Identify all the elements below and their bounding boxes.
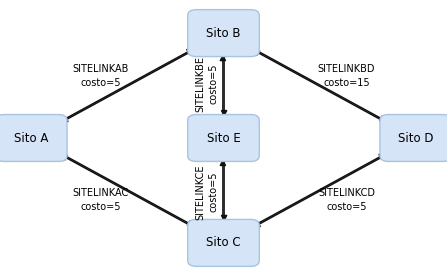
Text: SITELINKCE
costo=5: SITELINKCE costo=5	[195, 164, 218, 220]
Text: Sito A: Sito A	[14, 131, 48, 145]
Text: SITELINKBD
costo=15: SITELINKBD costo=15	[318, 64, 375, 87]
Text: SITELINKAC
costo=5: SITELINKAC costo=5	[72, 189, 129, 212]
Text: Sito D: Sito D	[398, 131, 434, 145]
Text: SITELINKBE
costo=5: SITELINKBE costo=5	[195, 56, 218, 112]
Text: Sito C: Sito C	[206, 236, 241, 250]
Text: SITELINKAB
costo=5: SITELINKAB costo=5	[72, 64, 129, 87]
FancyBboxPatch shape	[188, 219, 259, 266]
FancyBboxPatch shape	[380, 115, 447, 161]
FancyBboxPatch shape	[188, 10, 259, 57]
FancyBboxPatch shape	[188, 115, 259, 161]
Text: Sito E: Sito E	[207, 131, 240, 145]
Text: SITELINKCD
costo=5: SITELINKCD costo=5	[318, 189, 375, 212]
FancyBboxPatch shape	[0, 115, 67, 161]
Text: Sito B: Sito B	[206, 26, 241, 40]
